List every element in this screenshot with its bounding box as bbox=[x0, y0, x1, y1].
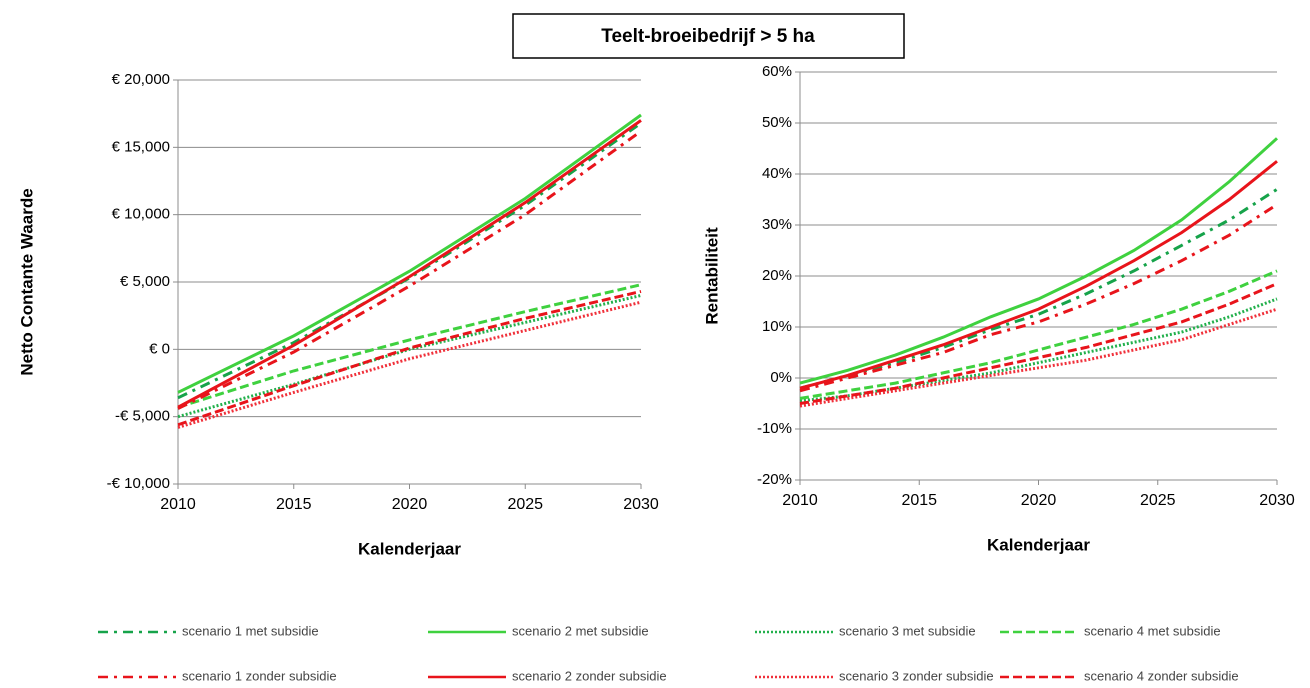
series-line bbox=[799, 137, 1279, 385]
series-line bbox=[177, 289, 642, 427]
y-tick-label: -20% bbox=[757, 471, 792, 488]
x-tick-label: 2010 bbox=[160, 496, 196, 513]
x-tick-label: 2025 bbox=[1140, 492, 1176, 509]
series-line bbox=[799, 160, 1278, 390]
y-tick-label: € 20,000 bbox=[112, 71, 170, 88]
y-tick-label: -€ 10,000 bbox=[107, 475, 170, 492]
legend-label: scenario 1 zonder subsidie bbox=[182, 668, 337, 683]
series-line bbox=[177, 113, 642, 394]
x-tick-label: 2030 bbox=[1259, 492, 1295, 509]
y-tick-label: 40% bbox=[762, 165, 792, 182]
legend-label: scenario 2 met subsidie bbox=[512, 623, 649, 638]
x-tick-label: 2020 bbox=[392, 496, 428, 513]
legend-label: scenario 1 met subsidie bbox=[182, 623, 319, 638]
x-tick-label: 2020 bbox=[1021, 492, 1057, 509]
y-tick-label: -10% bbox=[757, 420, 792, 437]
y-tick-label: -€ 5,000 bbox=[115, 408, 170, 425]
x-tick-label: 2030 bbox=[623, 496, 659, 513]
x-tick-label: 2010 bbox=[782, 492, 818, 509]
y-tick-label: € 0 bbox=[149, 340, 170, 357]
series-line bbox=[799, 307, 1278, 408]
series-line bbox=[177, 300, 642, 429]
series-line bbox=[177, 119, 642, 409]
y-tick-label: 10% bbox=[762, 318, 792, 335]
y-tick-label: 20% bbox=[762, 267, 792, 284]
y-axis-label: Rentabiliteit bbox=[702, 227, 721, 325]
legend-label: scenario 4 zonder subsidie bbox=[1084, 668, 1239, 683]
x-axis-label: Kalenderjaar bbox=[987, 535, 1090, 554]
legend-label: scenario 4 met subsidie bbox=[1084, 623, 1221, 638]
series-line bbox=[799, 188, 1278, 390]
series-line bbox=[177, 283, 642, 409]
x-tick-label: 2025 bbox=[507, 496, 543, 513]
legend-label: scenario 2 zonder subsidie bbox=[512, 668, 667, 683]
series-line bbox=[799, 269, 1278, 400]
legend-label: scenario 3 met subsidie bbox=[839, 623, 976, 638]
x-tick-label: 2015 bbox=[276, 496, 312, 513]
y-tick-label: € 15,000 bbox=[112, 138, 170, 155]
y-tick-label: 30% bbox=[762, 216, 792, 233]
y-tick-label: 60% bbox=[762, 63, 792, 80]
legend-label: scenario 3 zonder subsidie bbox=[839, 668, 994, 683]
y-tick-label: 0% bbox=[770, 369, 792, 386]
y-tick-label: 50% bbox=[762, 114, 792, 131]
series-line bbox=[177, 294, 642, 419]
title-box bbox=[512, 13, 905, 59]
x-axis-label: Kalenderjaar bbox=[358, 539, 461, 558]
series-line bbox=[799, 282, 1278, 405]
y-tick-label: € 10,000 bbox=[112, 206, 170, 223]
y-tick-label: € 5,000 bbox=[120, 273, 170, 290]
y-axis-label: Netto Contante Waarde bbox=[17, 188, 36, 375]
x-tick-label: 2015 bbox=[901, 492, 937, 509]
series-line bbox=[799, 203, 1278, 393]
figure-title: Teelt-broeibedrijf > 5 ha bbox=[601, 26, 815, 47]
